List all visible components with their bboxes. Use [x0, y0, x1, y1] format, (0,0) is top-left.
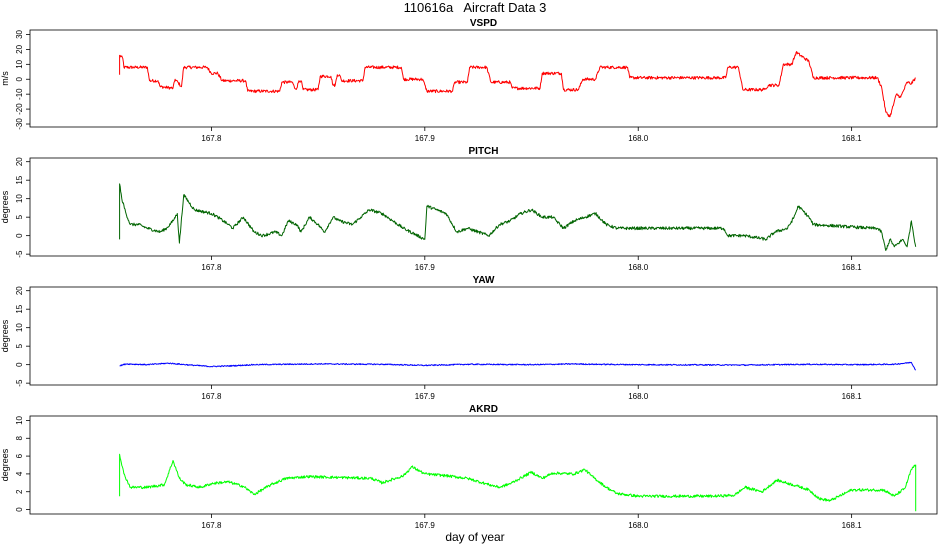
- y-tick-label: 10: [15, 323, 24, 332]
- panel-title: AKRD: [469, 404, 498, 415]
- y-tick-label: 10: [15, 415, 24, 424]
- x-tick-label: 168.0: [628, 134, 649, 143]
- y-tick-label: 20: [15, 44, 24, 53]
- x-tick-label: 168.0: [628, 521, 649, 530]
- y-tick-label: 10: [15, 194, 24, 203]
- y-tick-label: 2: [15, 489, 24, 494]
- y-axis-label: degrees: [0, 448, 10, 481]
- y-tick-label: 4: [15, 471, 24, 476]
- y-tick-label: 30: [15, 29, 24, 38]
- panel-yaw: YAW -5 0 5 10 15 20 degrees 167.8 167.9 168.0 168.1: [0, 275, 938, 401]
- series-line-yaw: [119, 361, 917, 371]
- y-axis-label: degrees: [0, 319, 10, 352]
- y-tick-label: 10: [15, 59, 24, 68]
- series-line-pitch: [119, 183, 917, 251]
- panel-frame: [29, 157, 938, 257]
- y-tick-label: -5: [15, 250, 24, 258]
- panel-frame: [29, 286, 938, 386]
- x-tick-label: 167.9: [415, 134, 436, 143]
- panel-pitch: PITCH -5 0 5 10 15 20 degrees 167.8 167.9 168.0 168…: [0, 146, 938, 272]
- x-tick-label: 167.8: [201, 521, 222, 530]
- y-tick-label: 8: [15, 435, 24, 440]
- panel-frame: [29, 29, 938, 128]
- y-tick-label: 0: [15, 76, 24, 81]
- y-axis-label: degrees: [0, 190, 10, 223]
- series-line-vspd: [119, 51, 916, 118]
- x-tick-label: 167.9: [415, 392, 436, 401]
- x-tick-label: 168.1: [842, 134, 863, 143]
- y-tick-label: 20: [15, 286, 24, 295]
- panel-title: YAW: [473, 275, 495, 286]
- y-axis-label: m/s: [0, 71, 10, 86]
- x-axis-label: day of year: [445, 530, 505, 544]
- panel-title: VSPD: [470, 18, 497, 29]
- x-tick-label: 168.1: [842, 521, 863, 530]
- y-tick-label: -30: [15, 118, 24, 130]
- x-tick-label: 168.1: [842, 392, 863, 401]
- y-tick-label: 20: [15, 157, 24, 166]
- x-tick-label: 167.9: [415, 521, 436, 530]
- y-tick-label: 6: [15, 453, 24, 458]
- y-tick-label: 0: [15, 233, 24, 238]
- x-tick-label: 168.0: [628, 392, 649, 401]
- y-tick-label: 0: [15, 507, 24, 512]
- panel-vspd: VSPD -30 -20 -10 0 10 20 30 m/s 167.8 167.9 168.0 16…: [0, 18, 938, 143]
- y-tick-label: 5: [15, 214, 24, 219]
- panel-title: PITCH: [469, 146, 499, 157]
- y-tick-label: -20: [15, 103, 24, 115]
- x-tick-label: 167.8: [201, 134, 222, 143]
- series-line-akrd: [119, 453, 917, 512]
- y-tick-label: 15: [15, 304, 24, 313]
- y-tick-label: 5: [15, 343, 24, 348]
- y-tick-label: -5: [15, 379, 24, 387]
- x-tick-label: 167.8: [201, 263, 222, 272]
- y-tick-label: 0: [15, 362, 24, 367]
- panel-akrd: AKRD 0 2 4 6 8 10 degrees 167.8 167.9 168.0 168.1: [0, 404, 938, 530]
- x-tick-label: 168.1: [842, 263, 863, 272]
- y-tick-label: -10: [15, 88, 24, 100]
- panel-frame: [29, 415, 938, 515]
- page-title: 110616a Aircraft Data 3: [403, 0, 547, 15]
- x-tick-label: 167.8: [201, 392, 222, 401]
- x-tick-label: 168.0: [628, 263, 649, 272]
- y-tick-label: 15: [15, 175, 24, 184]
- x-tick-label: 167.9: [415, 263, 436, 272]
